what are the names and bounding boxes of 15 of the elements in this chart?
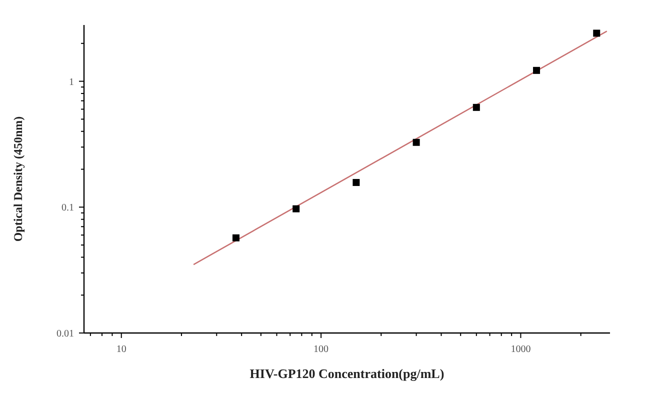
point [292,205,300,212]
y-tick-label: 1 [69,76,74,88]
x-tick-label: 1000 [510,344,531,355]
y-tick-label: 0.01 [56,328,74,340]
point [472,104,480,111]
y-tick-label: 0.1 [62,202,74,214]
x-tick-label: 100 [314,344,329,355]
y-axis-title: Optical Density (450nm) [11,116,25,242]
point [593,30,600,37]
point [533,66,540,74]
point [412,138,420,146]
x-tick-label: 10 [116,344,126,355]
point [352,178,360,186]
point [232,234,240,242]
x-axis-title: HIV-GP120 Concentration(pg/mL) [250,366,444,381]
